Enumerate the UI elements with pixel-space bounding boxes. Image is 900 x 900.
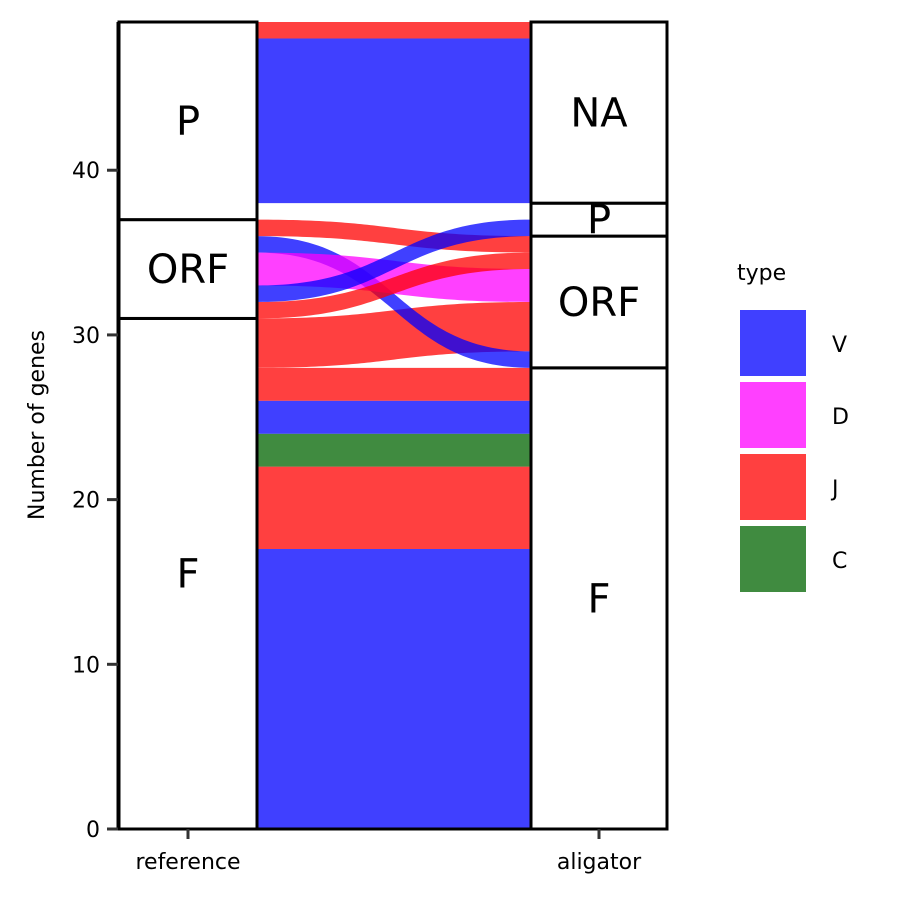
flow-j-p-to-na-12: [257, 22, 531, 39]
y-tick-label-30: 30: [72, 324, 100, 349]
aligator-stratum-label-f: F: [587, 576, 610, 622]
x-tick-label-aligator: aligator: [557, 850, 642, 875]
flow-v-f-to-f-0: [257, 549, 531, 829]
legend-swatch-v: [740, 310, 806, 376]
legend-label-c: C: [832, 549, 847, 574]
flow-j-f-to-f-4: [257, 367, 531, 401]
reference-stratum-label-orf: ORF: [147, 247, 229, 293]
aligator-stratum-label-orf: ORF: [558, 280, 640, 326]
flow-c-f-to-f-2: [257, 433, 531, 467]
flow-j-orf-to-orf-9: [257, 219, 531, 253]
legend-title: type: [737, 261, 786, 286]
legend-swatch-d: [740, 382, 806, 448]
aligator-stratum-label-na: NA: [570, 91, 628, 137]
flow-v-orf-to-p-10: [257, 219, 531, 302]
legend: type V D J C: [737, 261, 849, 592]
strata-layer: F ORF P F ORF P NA: [117, 20, 669, 831]
flow-v-orf-to-orf-6: [257, 236, 531, 368]
legend-swatch-c: [740, 526, 806, 592]
y-tick-label-0: 0: [86, 818, 100, 843]
y-tick-label-20: 20: [72, 489, 100, 514]
flow-v-p-to-na-11: [257, 38, 531, 204]
legend-label-v: V: [832, 333, 847, 358]
reference-stratum-label-p: P: [176, 99, 200, 145]
flow-j-f-to-f-1: [257, 466, 531, 550]
y-axis-title: Number of genes: [25, 330, 50, 520]
legend-swatch-j: [740, 454, 806, 520]
x-tick-label-reference: reference: [135, 850, 240, 875]
aligator-stratum-label-p: P: [587, 198, 611, 244]
y-tick-label-40: 40: [72, 159, 100, 184]
legend-label-j: J: [830, 477, 839, 502]
flow-v-f-to-f-3: [257, 400, 531, 434]
aligator-stratum-p: [529, 201, 669, 238]
legend-label-d: D: [832, 405, 849, 430]
y-tick-label-10: 10: [72, 653, 100, 678]
reference-stratum-orf: [117, 218, 259, 320]
flow-j-orf-to-orf-8: [257, 252, 531, 319]
reference-stratum-p: [117, 20, 259, 222]
aligator-stratum-na: [529, 20, 669, 205]
axes-layer: 0 10 20 30 40 reference aligator: [72, 22, 667, 875]
flows-layer: [257, 22, 531, 829]
reference-stratum-label-f: F: [176, 552, 199, 598]
